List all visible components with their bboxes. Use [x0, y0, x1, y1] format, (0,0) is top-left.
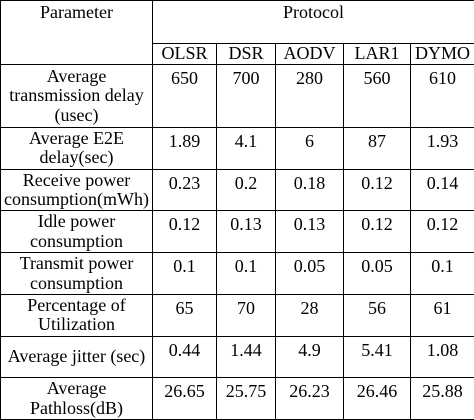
parameter-header: Parameter	[0, 0, 153, 65]
parameter-label: Average transmission delay (usec)	[0, 63, 153, 129]
table-cell: 0.14	[409, 168, 474, 212]
table-cell: 26.65	[152, 377, 217, 420]
parameter-label: Transmit power consumption	[0, 252, 153, 295]
table-cell: 0.1	[216, 252, 276, 295]
table-cell: 70	[216, 293, 276, 337]
table-row: Average transmission delay (usec) 650 70…	[0, 63, 474, 129]
table-cell: 0.2	[216, 168, 276, 212]
table-cell: 0.05	[343, 252, 411, 295]
parameter-label: Average E2E delay(sec)	[0, 127, 153, 170]
table-cell: 280	[275, 63, 344, 129]
table-cell: 1.08	[409, 335, 474, 379]
table-cell: 0.23	[152, 168, 217, 212]
protocol-name-aodv: AODV	[275, 43, 344, 65]
table-cell: 0.18	[275, 168, 344, 212]
table-cell: 4.9	[275, 335, 344, 379]
parameter-label: Idle power consumption	[0, 210, 153, 254]
table-row: Average E2E delay(sec) 1.89 4.1 6 87 1.9…	[0, 127, 474, 170]
protocol-name-dymo: DYMO	[409, 43, 474, 65]
protocol-name-dsr: DSR	[216, 43, 276, 65]
table-cell: 25.75	[216, 377, 276, 420]
table-cell: 26.46	[343, 377, 411, 420]
table-cell: 0.1	[152, 252, 217, 295]
table-cell: 5.41	[343, 335, 411, 379]
table-cell: 0.13	[275, 210, 344, 254]
table-cell: 25.88	[409, 377, 474, 420]
table-row: Receive power consumption(mWh) 0.23 0.2 …	[0, 168, 474, 212]
table-cell: 650	[152, 63, 217, 129]
parameter-label: Receive power consumption(mWh)	[0, 168, 153, 212]
table-cell: 0.44	[152, 335, 217, 379]
parameter-label: Average Pathloss(dB)	[0, 377, 153, 420]
table-row: Idle power consumption 0.12 0.13 0.13 0.…	[0, 210, 474, 254]
table-cell: 4.1	[216, 127, 276, 170]
table-cell: 28	[275, 293, 344, 337]
table-cell: 87	[343, 127, 411, 170]
table-cell: 0.05	[275, 252, 344, 295]
table-cell: 56	[343, 293, 411, 337]
table-cell: 610	[409, 63, 474, 129]
table-cell: 61	[409, 293, 474, 337]
table-cell: 65	[152, 293, 217, 337]
protocol-header: Protocol	[151, 0, 474, 44]
table-cell: 1.44	[216, 335, 276, 379]
table-cell: 0.12	[152, 210, 217, 254]
protocol-name-lar1: LAR1	[343, 43, 411, 65]
table-row: Average Pathloss(dB) 26.65 25.75 26.23 2…	[0, 377, 474, 420]
table-cell: 700	[216, 63, 276, 129]
table-cell: 0.12	[343, 168, 411, 212]
table-cell: 0.12	[409, 210, 474, 254]
table-cell: 1.93	[409, 127, 474, 170]
table-cell: 560	[343, 63, 411, 129]
table-cell: 1.89	[152, 127, 217, 170]
parameter-label: Average jitter (sec)	[0, 335, 153, 379]
table-cell: 0.1	[409, 252, 474, 295]
table-cell: 0.12	[343, 210, 411, 254]
table-cell: 0.13	[216, 210, 276, 254]
table-cell: 6	[275, 127, 344, 170]
table-cell: 26.23	[275, 377, 344, 420]
table-row: Percentage of Utilization 65 70 28 56 61	[0, 293, 474, 337]
parameter-label: Percentage of Utilization	[0, 293, 153, 337]
table-row: Transmit power consumption 0.1 0.1 0.05 …	[0, 252, 474, 295]
table-row: Average jitter (sec) 0.44 1.44 4.9 5.41 …	[0, 335, 474, 379]
protocol-name-olsr: OLSR	[152, 43, 217, 65]
